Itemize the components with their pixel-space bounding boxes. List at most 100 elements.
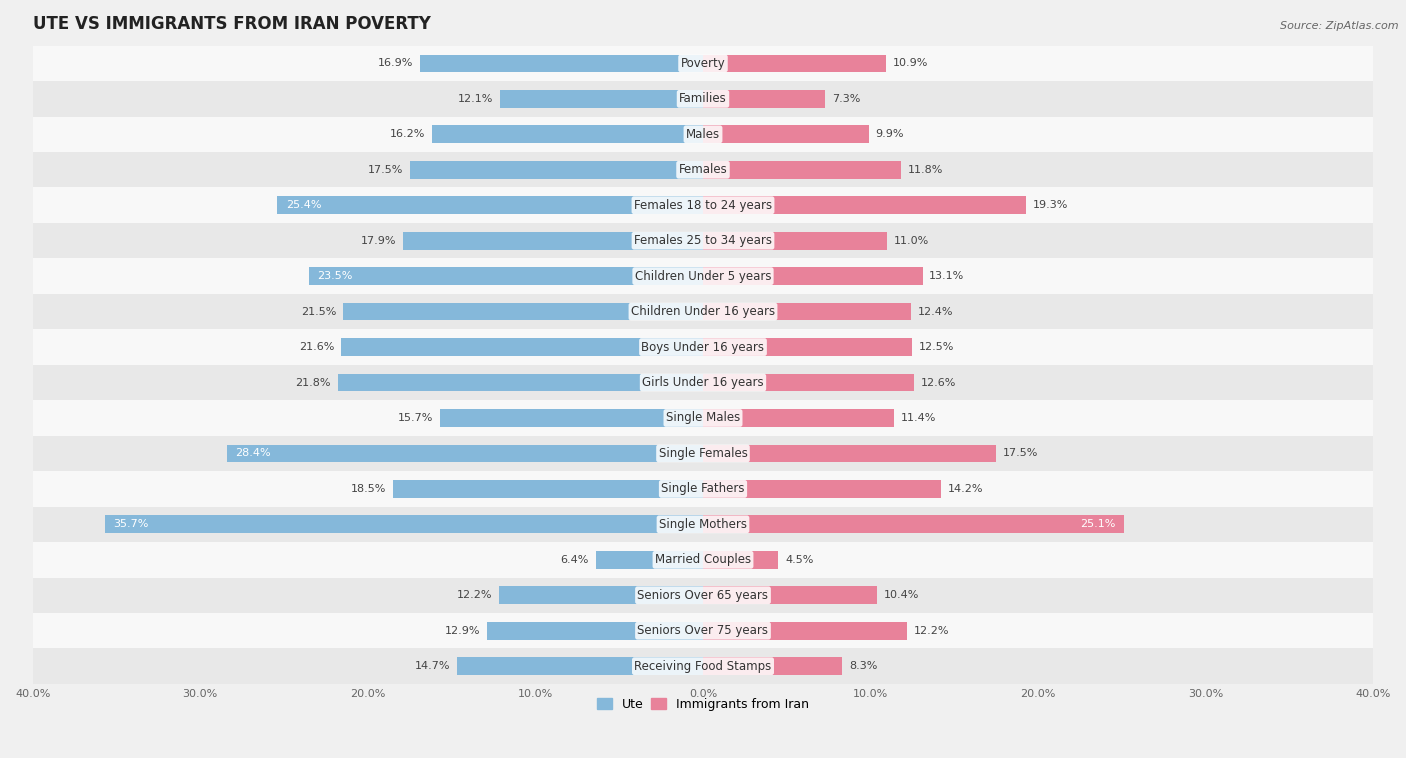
- Text: Children Under 5 years: Children Under 5 years: [634, 270, 772, 283]
- Bar: [432, 125, 703, 143]
- Bar: [32, 152, 1374, 187]
- Bar: [104, 515, 703, 533]
- Bar: [420, 55, 703, 72]
- Text: 19.3%: 19.3%: [1033, 200, 1069, 210]
- Bar: [342, 338, 703, 356]
- Bar: [337, 374, 703, 391]
- Bar: [703, 551, 779, 568]
- Text: 12.2%: 12.2%: [457, 590, 492, 600]
- Text: 28.4%: 28.4%: [235, 449, 271, 459]
- Text: 23.5%: 23.5%: [318, 271, 353, 281]
- Bar: [32, 365, 1374, 400]
- Text: 12.5%: 12.5%: [920, 342, 955, 352]
- Bar: [703, 409, 894, 427]
- Text: 9.9%: 9.9%: [876, 130, 904, 139]
- Text: 15.7%: 15.7%: [398, 413, 433, 423]
- Text: Seniors Over 75 years: Seniors Over 75 years: [637, 625, 769, 637]
- Text: 17.9%: 17.9%: [361, 236, 396, 246]
- Bar: [703, 302, 911, 321]
- Text: Females 25 to 34 years: Females 25 to 34 years: [634, 234, 772, 247]
- Bar: [32, 45, 1374, 81]
- Text: Single Fathers: Single Fathers: [661, 482, 745, 496]
- Text: Families: Families: [679, 92, 727, 105]
- Bar: [32, 81, 1374, 117]
- Text: 25.4%: 25.4%: [285, 200, 321, 210]
- Bar: [309, 268, 703, 285]
- Bar: [501, 90, 703, 108]
- Bar: [32, 436, 1374, 471]
- Bar: [404, 232, 703, 249]
- Text: 18.5%: 18.5%: [352, 484, 387, 494]
- Text: 16.2%: 16.2%: [389, 130, 425, 139]
- Text: 10.4%: 10.4%: [884, 590, 920, 600]
- Bar: [32, 542, 1374, 578]
- Text: Children Under 16 years: Children Under 16 years: [631, 305, 775, 318]
- Text: Girls Under 16 years: Girls Under 16 years: [643, 376, 763, 389]
- Text: 17.5%: 17.5%: [367, 164, 404, 175]
- Bar: [457, 657, 703, 675]
- Bar: [277, 196, 703, 214]
- Text: 13.1%: 13.1%: [929, 271, 965, 281]
- Text: 25.1%: 25.1%: [1080, 519, 1115, 529]
- Text: 11.0%: 11.0%: [894, 236, 929, 246]
- Bar: [703, 374, 914, 391]
- Text: Single Males: Single Males: [666, 412, 740, 424]
- Bar: [703, 445, 997, 462]
- Text: 12.4%: 12.4%: [918, 306, 953, 317]
- Text: 17.5%: 17.5%: [1002, 449, 1039, 459]
- Text: Source: ZipAtlas.com: Source: ZipAtlas.com: [1281, 21, 1399, 31]
- Bar: [703, 196, 1026, 214]
- Bar: [703, 515, 1123, 533]
- Bar: [32, 258, 1374, 294]
- Text: 21.6%: 21.6%: [299, 342, 335, 352]
- Bar: [703, 125, 869, 143]
- Bar: [32, 117, 1374, 152]
- Bar: [32, 648, 1374, 684]
- Text: Married Couples: Married Couples: [655, 553, 751, 566]
- Text: Females 18 to 24 years: Females 18 to 24 years: [634, 199, 772, 211]
- Bar: [703, 587, 877, 604]
- Text: 6.4%: 6.4%: [561, 555, 589, 565]
- Text: 12.6%: 12.6%: [921, 377, 956, 387]
- Text: 8.3%: 8.3%: [849, 661, 877, 671]
- Bar: [32, 294, 1374, 329]
- Text: 11.4%: 11.4%: [901, 413, 936, 423]
- Text: UTE VS IMMIGRANTS FROM IRAN POVERTY: UTE VS IMMIGRANTS FROM IRAN POVERTY: [32, 15, 430, 33]
- Bar: [703, 55, 886, 72]
- Legend: Ute, Immigrants from Iran: Ute, Immigrants from Iran: [592, 693, 814, 716]
- Bar: [703, 90, 825, 108]
- Text: 21.5%: 21.5%: [301, 306, 336, 317]
- Bar: [32, 187, 1374, 223]
- Text: Single Females: Single Females: [658, 447, 748, 460]
- Bar: [499, 587, 703, 604]
- Text: Males: Males: [686, 128, 720, 141]
- Text: 11.8%: 11.8%: [907, 164, 943, 175]
- Text: 12.9%: 12.9%: [444, 625, 479, 636]
- Bar: [440, 409, 703, 427]
- Text: 14.2%: 14.2%: [948, 484, 983, 494]
- Bar: [703, 338, 912, 356]
- Text: Boys Under 16 years: Boys Under 16 years: [641, 340, 765, 353]
- Text: 7.3%: 7.3%: [832, 94, 860, 104]
- Text: Single Mothers: Single Mothers: [659, 518, 747, 531]
- Text: 21.8%: 21.8%: [295, 377, 330, 387]
- Bar: [703, 480, 941, 498]
- Bar: [32, 578, 1374, 613]
- Bar: [32, 223, 1374, 258]
- Bar: [409, 161, 703, 179]
- Bar: [596, 551, 703, 568]
- Bar: [486, 622, 703, 640]
- Bar: [32, 329, 1374, 365]
- Bar: [343, 302, 703, 321]
- Text: Poverty: Poverty: [681, 57, 725, 70]
- Text: 12.1%: 12.1%: [458, 94, 494, 104]
- Text: 16.9%: 16.9%: [378, 58, 413, 68]
- Text: Females: Females: [679, 163, 727, 177]
- Bar: [32, 613, 1374, 648]
- Text: 4.5%: 4.5%: [785, 555, 814, 565]
- Text: 12.2%: 12.2%: [914, 625, 949, 636]
- Bar: [703, 657, 842, 675]
- Bar: [32, 506, 1374, 542]
- Bar: [228, 445, 703, 462]
- Bar: [703, 268, 922, 285]
